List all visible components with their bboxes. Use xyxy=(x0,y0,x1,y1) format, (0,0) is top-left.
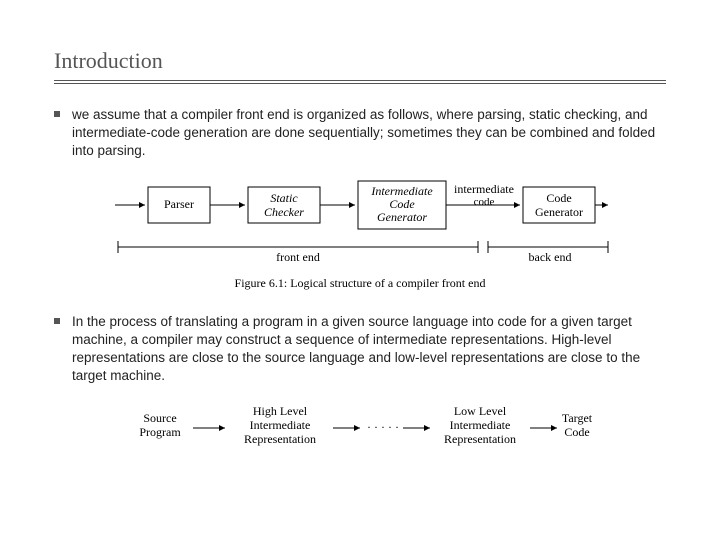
bullet-list: we assume that a compiler front end is o… xyxy=(54,106,666,161)
dots: · · · · · xyxy=(367,420,399,434)
label-icg-2: Code xyxy=(389,197,415,211)
figure-compiler-front-end: Parser Static Checker Intermediate Code … xyxy=(110,175,610,295)
node-hl-1: High Level xyxy=(253,404,308,418)
label-back-end: back end xyxy=(529,250,572,264)
node-target-1: Target xyxy=(562,411,593,425)
label-intermediate-code-1: intermediate xyxy=(454,182,514,196)
label-code-gen-2: Generator xyxy=(535,205,583,219)
node-ll-2: Intermediate xyxy=(450,418,511,432)
figure-representations: Source Program High Level Intermediate R… xyxy=(125,400,595,460)
node-source-2: Program xyxy=(139,425,181,439)
label-front-end: front end xyxy=(276,250,320,264)
label-parser: Parser xyxy=(164,197,194,211)
label-icg-3: Generator xyxy=(377,210,427,224)
label-static-checker-2: Checker xyxy=(264,205,304,219)
node-hl-3: Representation xyxy=(244,432,316,446)
title-underline xyxy=(54,80,666,84)
bullet-1: we assume that a compiler front end is o… xyxy=(54,106,666,161)
label-intermediate-code-2: code xyxy=(474,196,495,208)
label-code-gen-1: Code xyxy=(546,191,571,205)
figure1-caption: Figure 6.1: Logical structure of a compi… xyxy=(235,276,486,290)
slide-title: Introduction xyxy=(54,48,666,80)
node-ll-3: Representation xyxy=(444,432,516,446)
bullet-2: In the process of translating a program … xyxy=(54,313,666,386)
node-source-1: Source xyxy=(143,411,176,425)
label-icg-1: Intermediate xyxy=(370,184,433,198)
node-target-2: Code xyxy=(564,425,589,439)
bullet-list-2: In the process of translating a program … xyxy=(54,313,666,386)
node-ll-1: Low Level xyxy=(454,404,507,418)
label-static-checker-1: Static xyxy=(270,191,298,205)
node-hl-2: Intermediate xyxy=(250,418,311,432)
